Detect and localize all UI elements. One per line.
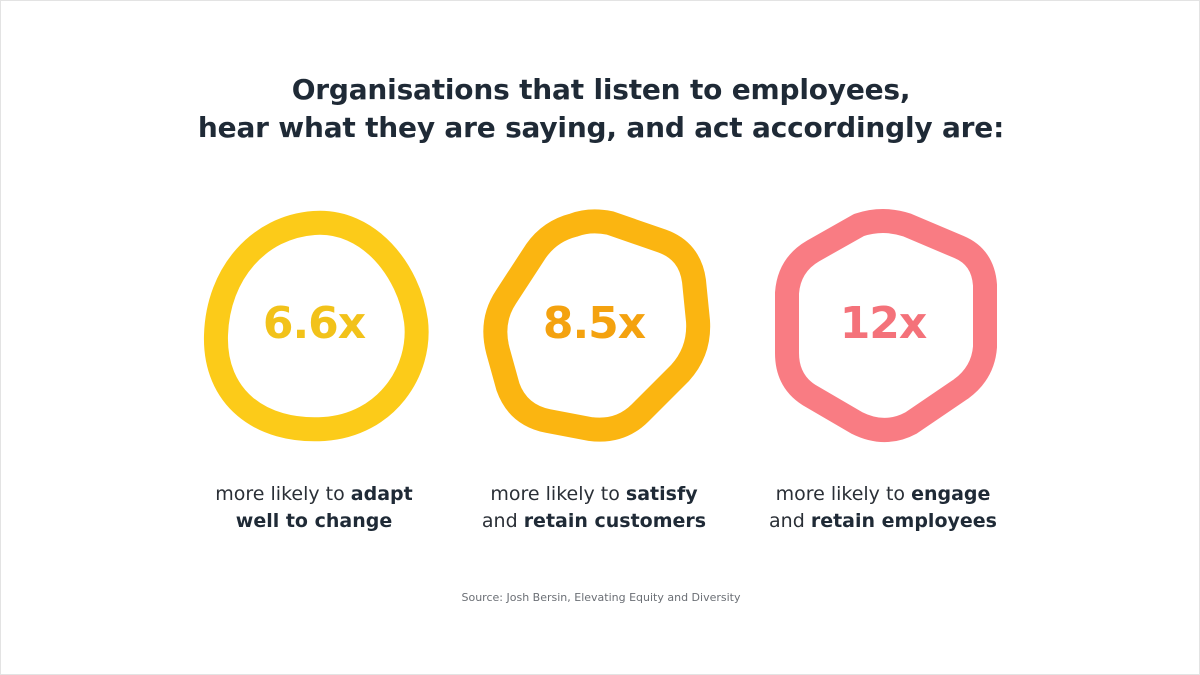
rounded-hexagon-icon [775, 209, 997, 442]
caption-emphasis: retain employees [810, 510, 997, 532]
headline: Organisations that listen to employees, … [1, 71, 1200, 147]
caption-emphasis: engage [911, 483, 991, 505]
rounded-heptagon-icon [483, 209, 711, 442]
caption-text: and [769, 510, 811, 532]
caption-emphasis: well to change [235, 510, 393, 532]
headline-line-1: Organisations that listen to employees, [291, 73, 911, 106]
stat-caption: more likely to engage and retain employe… [733, 481, 1033, 535]
source-note: Source: Josh Bersin, Elevating Equity an… [461, 591, 741, 604]
stat-value: 12x [839, 298, 928, 349]
headline-line-2: hear what they are saying, and act accor… [197, 111, 1005, 144]
caption-emphasis: satisfy [625, 483, 698, 505]
caption-text: more likely to [775, 483, 912, 505]
caption-text: more likely to [215, 483, 351, 505]
stat-value: 8.5x [542, 298, 646, 349]
stat-caption: more likely to satisfy and retain custom… [444, 481, 744, 535]
caption-emphasis: adapt [350, 483, 413, 505]
blob-icon [203, 210, 429, 442]
caption-text: more likely to [490, 483, 626, 505]
caption-text: and [481, 510, 524, 532]
stat-caption: more likely to adapt well to change [164, 481, 464, 535]
stat-value: 6.6x [262, 298, 366, 349]
caption-emphasis: retain customers [523, 510, 707, 532]
